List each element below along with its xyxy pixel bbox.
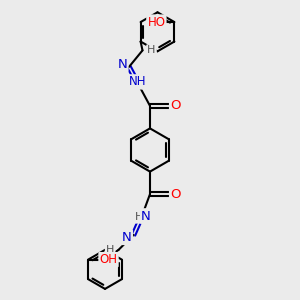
Text: O: O bbox=[170, 188, 181, 201]
Text: H: H bbox=[135, 212, 143, 223]
Text: NH: NH bbox=[129, 75, 147, 88]
Text: N: N bbox=[122, 231, 132, 244]
Text: H: H bbox=[147, 45, 156, 56]
Text: HO: HO bbox=[147, 16, 165, 28]
Text: N: N bbox=[118, 58, 127, 71]
Text: H: H bbox=[106, 245, 114, 255]
Text: O: O bbox=[170, 99, 181, 112]
Text: N: N bbox=[141, 209, 151, 223]
Text: OH: OH bbox=[100, 253, 118, 266]
